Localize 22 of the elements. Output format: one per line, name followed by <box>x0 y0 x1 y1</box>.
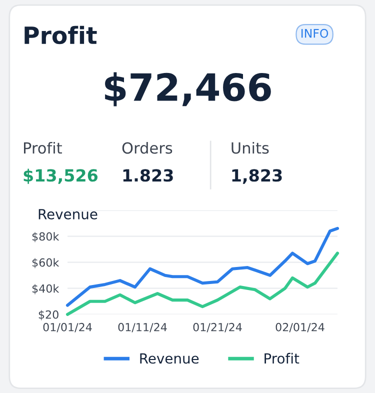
text: $72,466 <box>105 72 271 106</box>
x-tick-label: 01/11/24 <box>118 322 167 332</box>
y-tick-label: $60k <box>32 258 60 268</box>
line-series <box>66 252 340 316</box>
legend-label: Revenue <box>140 353 199 364</box>
text: 1.823 <box>123 169 173 182</box>
text: 1,823 <box>232 169 282 184</box>
x-tick-label: 02/01/24 <box>276 322 324 332</box>
text: $13,526 <box>24 168 98 184</box>
text: Profit <box>24 26 97 44</box>
text: INFO <box>302 28 328 38</box>
x-tick-label: 01/01/24 <box>43 322 92 332</box>
y-tick-label: $20 <box>38 310 58 320</box>
legend-label: Profit <box>264 352 300 364</box>
chart-title: Revenue <box>38 209 98 220</box>
line-series <box>66 226 340 307</box>
y-tick-label: $80k <box>32 232 60 242</box>
text: Units <box>232 142 269 154</box>
text: Orders <box>122 142 172 154</box>
text: Profit <box>24 142 62 154</box>
y-tick-label: $40k <box>32 284 60 294</box>
x-tick-label: 01/21/24 <box>193 322 242 332</box>
